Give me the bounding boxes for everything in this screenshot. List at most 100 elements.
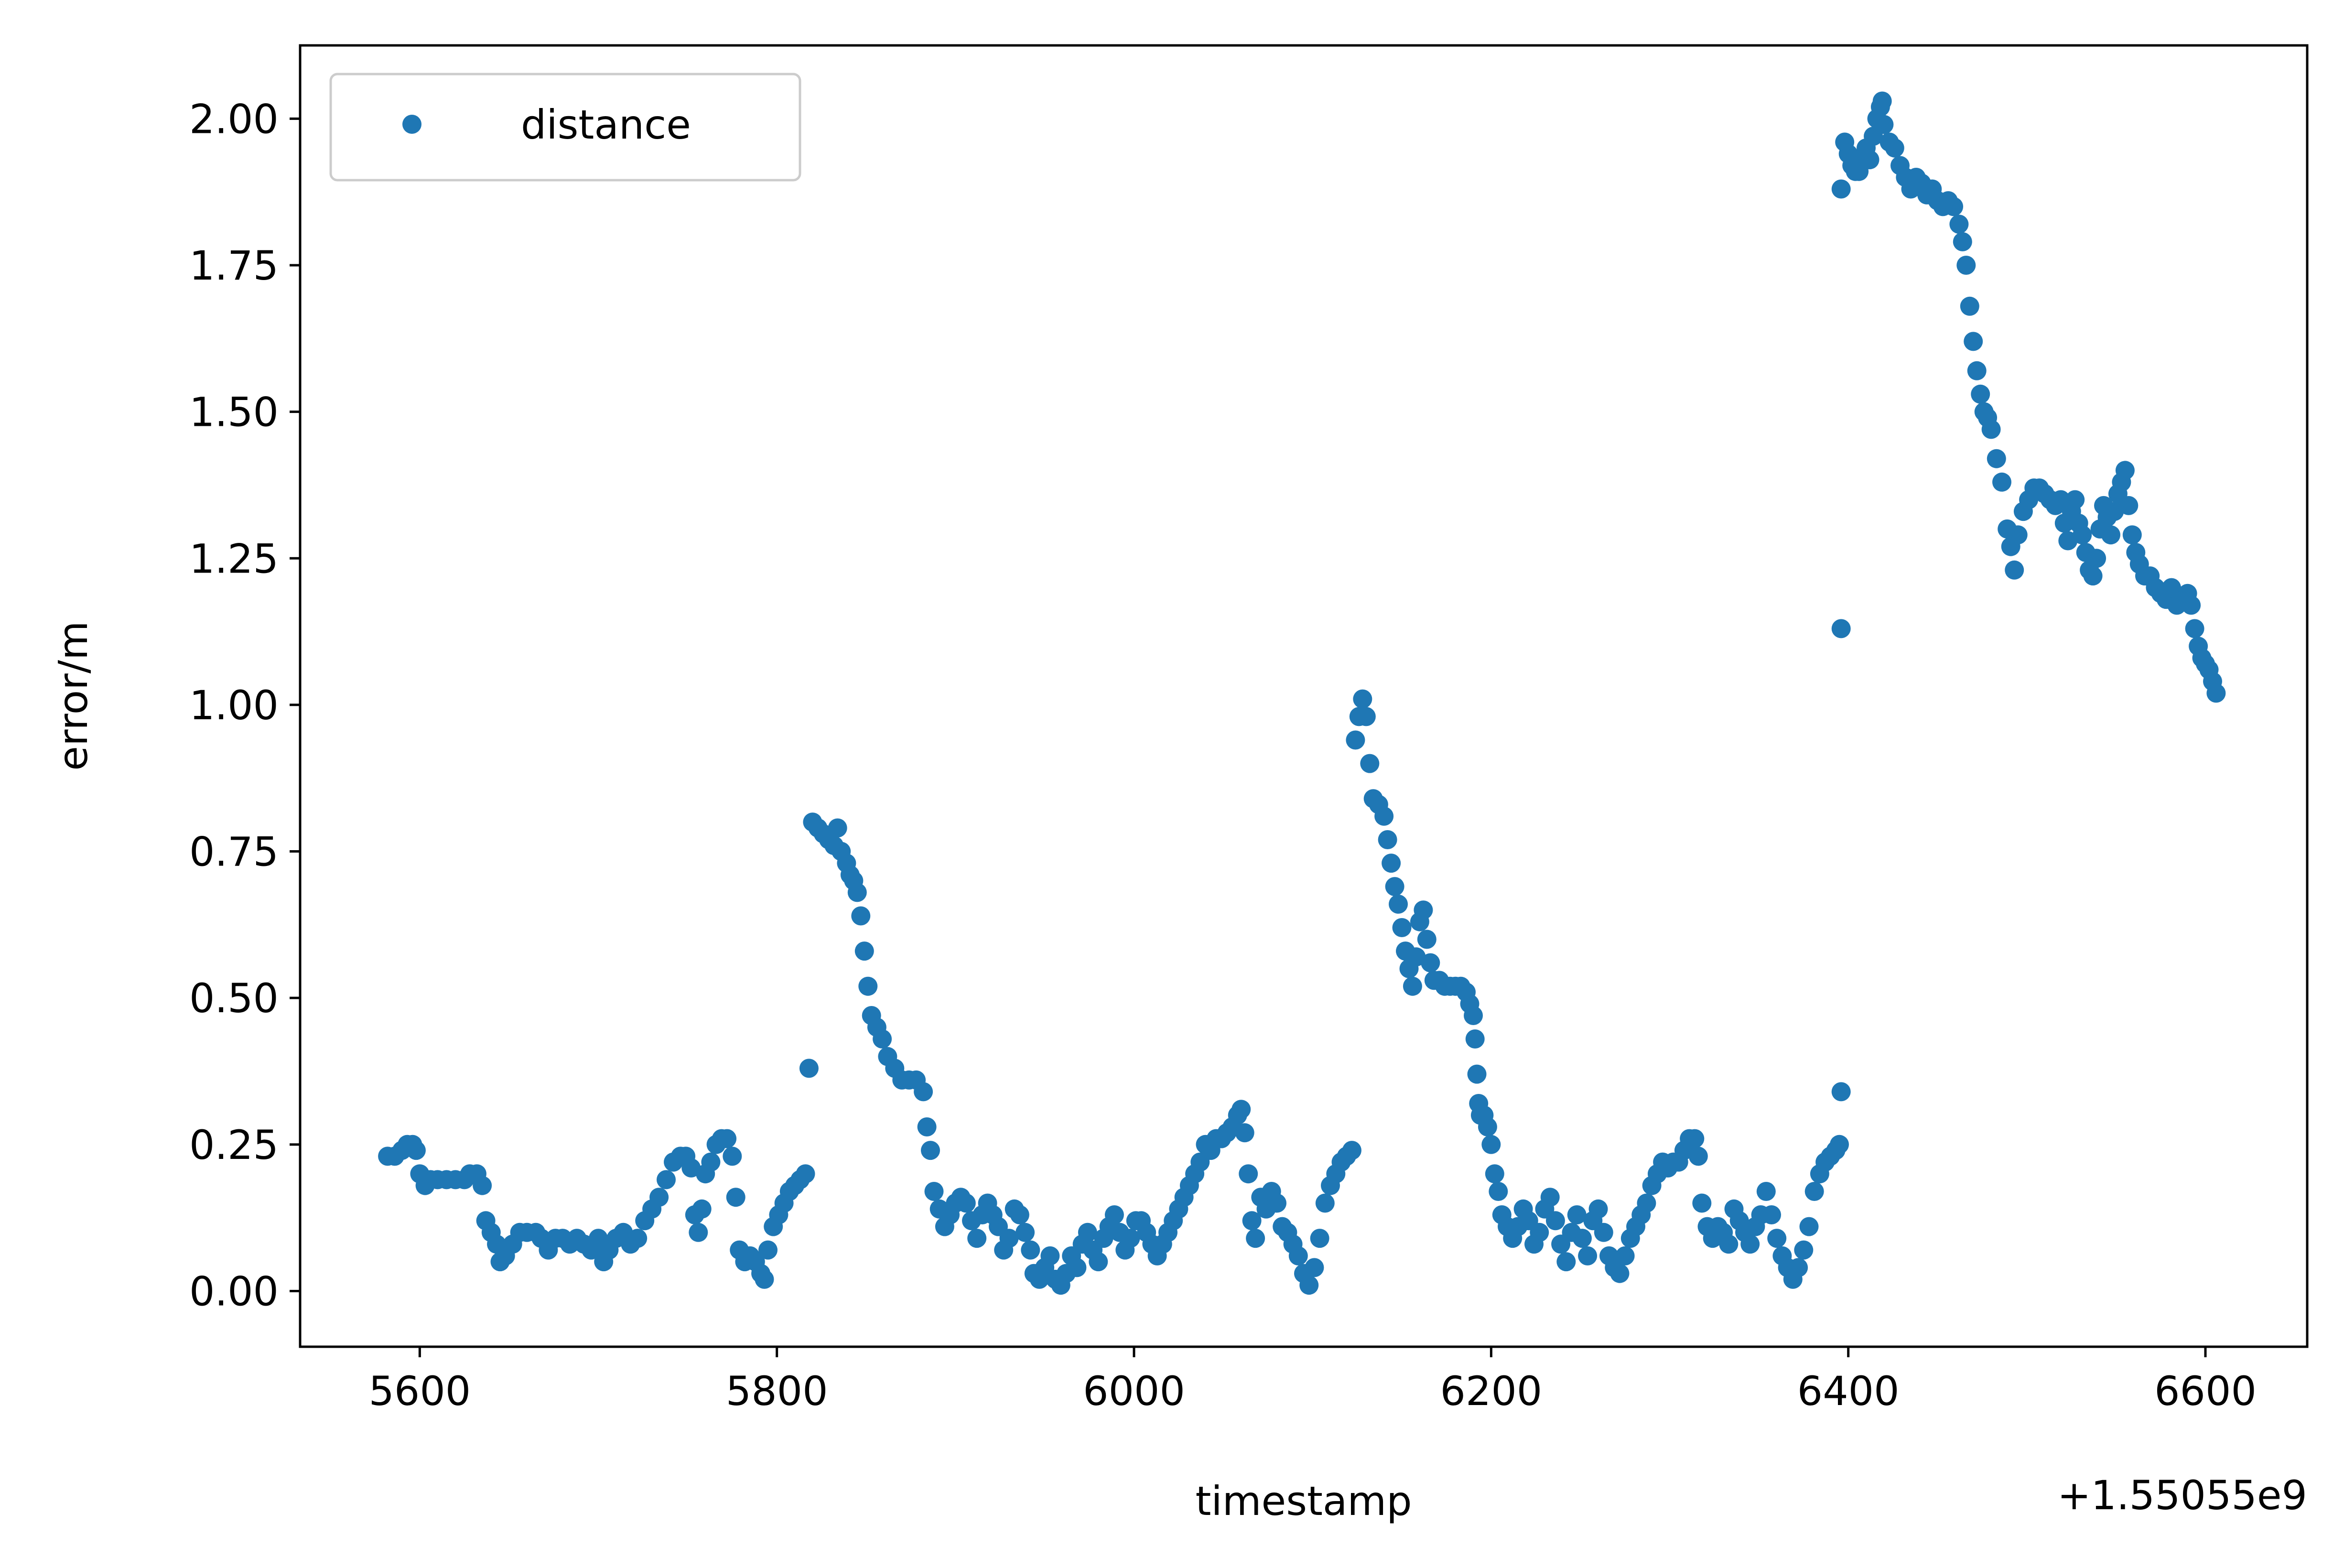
data-point bbox=[1104, 1205, 1124, 1224]
x-axis-label: timestamp bbox=[1195, 1478, 1412, 1525]
data-point bbox=[1762, 1205, 1781, 1224]
data-point bbox=[1015, 1222, 1035, 1242]
data-point bbox=[1692, 1193, 1712, 1213]
data-point bbox=[2206, 683, 2226, 703]
data-point bbox=[1239, 1164, 1258, 1184]
data-point bbox=[1610, 1264, 1630, 1283]
data-point bbox=[873, 1029, 892, 1049]
legend-label-distance: distance bbox=[521, 101, 691, 148]
y-axis-ticks: 0.00 0.25 0.50 0.75 1.00 1.25 1.50 1.75 2.00 bbox=[189, 96, 300, 1315]
data-point bbox=[1794, 1240, 1814, 1260]
data-point bbox=[1489, 1182, 1508, 1201]
data-point bbox=[1346, 730, 1365, 750]
data-point bbox=[1267, 1193, 1286, 1213]
data-point bbox=[1831, 1082, 1851, 1102]
data-point bbox=[1740, 1234, 1760, 1254]
data-point bbox=[854, 941, 874, 961]
data-point bbox=[1567, 1205, 1587, 1224]
x-tick-label: 6400 bbox=[1797, 1368, 1900, 1415]
data-point bbox=[1403, 976, 1422, 996]
data-point bbox=[1789, 1258, 1808, 1277]
y-tick-label: 2.00 bbox=[189, 96, 279, 142]
data-point bbox=[1414, 900, 1433, 920]
data-point bbox=[914, 1082, 933, 1102]
data-point bbox=[1382, 854, 1401, 873]
data-point bbox=[1530, 1222, 1549, 1242]
data-point bbox=[1417, 930, 1437, 949]
data-point bbox=[1885, 138, 1904, 158]
data-point bbox=[1719, 1234, 1739, 1254]
data-point bbox=[1353, 689, 1372, 709]
y-tick-label: 1.75 bbox=[189, 242, 279, 289]
y-tick-label: 0.00 bbox=[189, 1268, 279, 1315]
data-point bbox=[2185, 619, 2204, 638]
data-point bbox=[1378, 830, 1397, 849]
data-point bbox=[681, 1158, 701, 1178]
y-tick-label: 1.25 bbox=[189, 535, 279, 582]
data-point bbox=[2065, 490, 2085, 509]
data-point bbox=[1406, 947, 1426, 967]
data-point bbox=[1374, 806, 1394, 826]
data-point bbox=[1572, 1229, 1592, 1248]
data-point bbox=[1949, 215, 1969, 234]
data-point bbox=[657, 1170, 676, 1190]
x-tick-label: 6000 bbox=[1083, 1368, 1185, 1415]
x-axis-ticks: 5600 5800 6000 6200 6400 6600 bbox=[368, 1347, 2257, 1415]
data-point bbox=[1960, 296, 1979, 316]
data-point bbox=[1756, 1182, 1776, 1201]
data-points bbox=[378, 91, 2226, 1295]
data-point bbox=[1831, 619, 1851, 638]
data-point bbox=[1242, 1211, 1262, 1231]
data-point bbox=[851, 906, 871, 926]
data-point bbox=[1971, 384, 1990, 404]
data-point bbox=[1040, 1246, 1060, 1265]
plot-area bbox=[300, 45, 2307, 1347]
data-point bbox=[1299, 1276, 1319, 1295]
data-point bbox=[1481, 1135, 1501, 1154]
data-point bbox=[692, 1199, 712, 1219]
data-point bbox=[1872, 91, 1892, 111]
x-tick-label: 6200 bbox=[1440, 1368, 1542, 1415]
data-point bbox=[1804, 1182, 1824, 1201]
data-point bbox=[1688, 1146, 1708, 1166]
data-point bbox=[2101, 525, 2120, 545]
data-point bbox=[1545, 1211, 1565, 1231]
data-point bbox=[1288, 1246, 1308, 1265]
data-point bbox=[2008, 525, 2028, 545]
data-point bbox=[1089, 1252, 1108, 1272]
data-point bbox=[689, 1222, 708, 1242]
data-point bbox=[2073, 525, 2092, 545]
data-point bbox=[2087, 549, 2106, 568]
data-point bbox=[1637, 1193, 1656, 1213]
data-point bbox=[1860, 150, 1880, 170]
data-point bbox=[1392, 918, 1412, 937]
data-point bbox=[1485, 1164, 1504, 1184]
y-tick-label: 0.50 bbox=[189, 975, 279, 1022]
data-point bbox=[999, 1229, 1019, 1248]
data-point bbox=[755, 1269, 774, 1289]
data-point bbox=[1944, 197, 1964, 216]
data-point bbox=[1467, 1064, 1487, 1084]
data-point bbox=[956, 1193, 976, 1213]
x-tick-label: 6600 bbox=[2154, 1368, 2257, 1415]
data-point bbox=[1421, 953, 1440, 973]
data-point bbox=[701, 1152, 721, 1172]
data-point bbox=[1685, 1129, 1705, 1148]
data-point bbox=[1315, 1193, 1335, 1213]
data-point bbox=[2122, 525, 2142, 545]
data-point bbox=[1356, 707, 1376, 726]
data-point bbox=[1874, 115, 1894, 134]
data-point bbox=[1967, 361, 1987, 380]
data-point bbox=[921, 1141, 940, 1160]
data-point bbox=[1121, 1229, 1140, 1248]
data-point bbox=[726, 1188, 745, 1207]
data-point bbox=[1615, 1246, 1635, 1265]
y-tick-label: 0.75 bbox=[189, 829, 279, 876]
data-point bbox=[2119, 496, 2139, 515]
data-point bbox=[2115, 461, 2135, 480]
data-point bbox=[2058, 531, 2078, 551]
data-point bbox=[2005, 560, 2024, 580]
data-point bbox=[1078, 1222, 1097, 1242]
data-point bbox=[1992, 472, 2011, 492]
